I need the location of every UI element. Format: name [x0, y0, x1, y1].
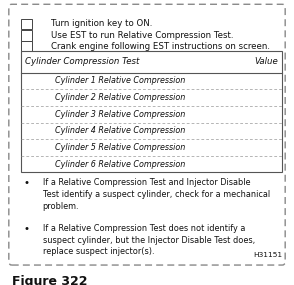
FancyBboxPatch shape — [9, 4, 285, 265]
Text: Figure 322: Figure 322 — [12, 275, 87, 285]
Bar — [21, 30, 32, 41]
Text: Cylinder 6 Relative Compression: Cylinder 6 Relative Compression — [55, 160, 185, 169]
Text: Crank engine following EST instructions on screen.: Crank engine following EST instructions … — [51, 42, 270, 51]
Text: Cylinder 1 Relative Compression: Cylinder 1 Relative Compression — [55, 76, 185, 86]
Bar — [21, 41, 32, 52]
Text: Cylinder Compression Test: Cylinder Compression Test — [25, 58, 139, 66]
Text: H31151: H31151 — [253, 252, 282, 258]
Bar — [21, 19, 32, 29]
Text: If a Relative Compression Test and Injector Disable
Test identify a suspect cyli: If a Relative Compression Test and Injec… — [43, 178, 270, 211]
Text: •: • — [24, 178, 29, 188]
Text: Use EST to run Relative Compression Test.: Use EST to run Relative Compression Test… — [51, 31, 234, 40]
Text: •: • — [24, 224, 29, 234]
Text: Cylinder 3 Relative Compression: Cylinder 3 Relative Compression — [55, 110, 185, 119]
Text: Cylinder 4 Relative Compression: Cylinder 4 Relative Compression — [55, 126, 185, 135]
Bar — [21, 51, 282, 172]
Text: Cylinder 2 Relative Compression: Cylinder 2 Relative Compression — [55, 93, 185, 102]
Text: Cylinder 5 Relative Compression: Cylinder 5 Relative Compression — [55, 143, 185, 152]
Text: Value: Value — [254, 58, 278, 66]
Text: If a Relative Compression Test does not identify a
suspect cylinder, but the Inj: If a Relative Compression Test does not … — [43, 224, 255, 256]
Text: Turn ignition key to ON.: Turn ignition key to ON. — [51, 19, 153, 29]
